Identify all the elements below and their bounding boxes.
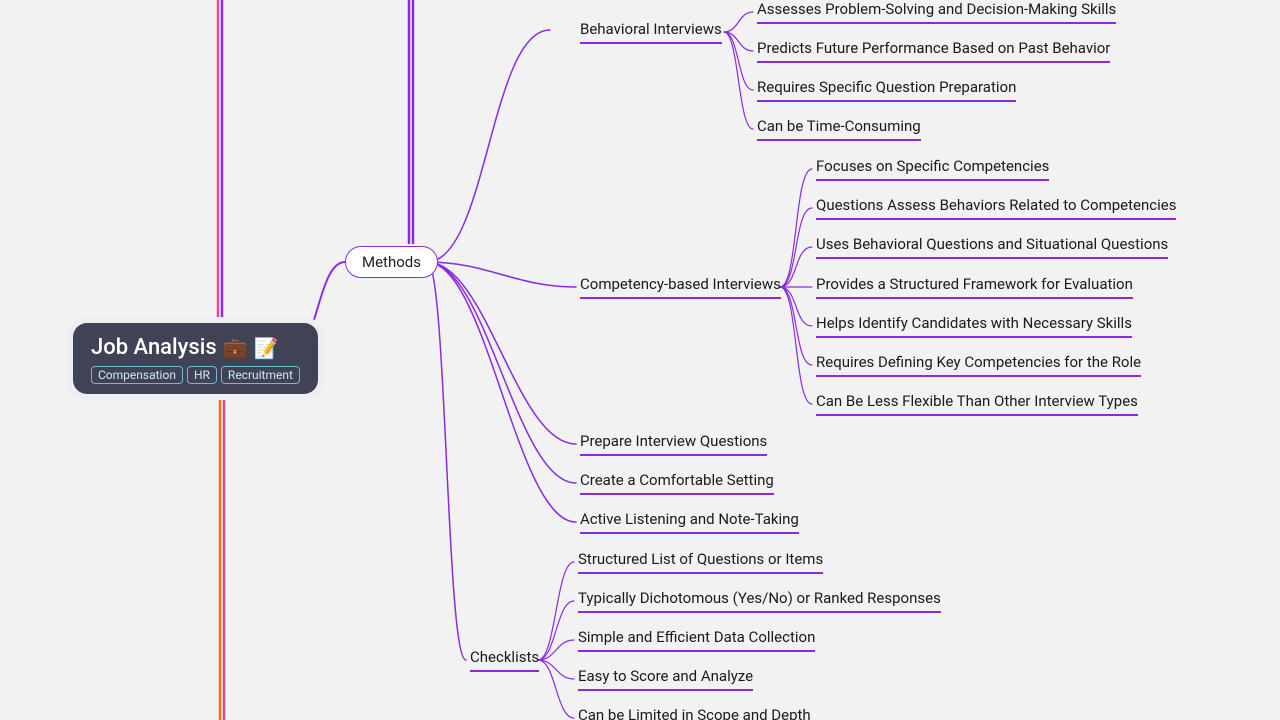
competency-interviews-node[interactable]: Competency-based Interviews [580, 275, 781, 299]
checklists-item[interactable]: Easy to Score and Analyze [578, 667, 753, 691]
competency-item[interactable]: Questions Assess Behaviors Related to Co… [816, 196, 1176, 220]
competency-item[interactable]: Focuses on Specific Competencies [816, 157, 1049, 181]
checklists-node[interactable]: Checklists [470, 648, 539, 672]
briefcase-icon: 💼 [223, 336, 248, 360]
competency-item[interactable]: Helps Identify Candidates with Necessary… [816, 314, 1132, 338]
competency-item[interactable]: Uses Behavioral Questions and Situationa… [816, 235, 1168, 259]
competency-item[interactable]: Can Be Less Flexible Than Other Intervie… [816, 392, 1138, 416]
competency-label: Competency-based Interviews [580, 275, 781, 293]
mindmap-canvas[interactable]: Job Analysis 💼 📝 CompensationHRRecruitme… [0, 0, 1280, 720]
root-tag[interactable]: Compensation [91, 366, 183, 384]
behavioral-item[interactable]: Requires Specific Question Preparation [757, 78, 1016, 102]
checklists-item[interactable]: Typically Dichotomous (Yes/No) or Ranked… [578, 589, 941, 613]
methods-label: Methods [362, 253, 421, 271]
root-title: Job Analysis 💼 📝 [91, 335, 300, 360]
behavioral-item[interactable]: Can be Time-Consuming [757, 117, 921, 141]
competency-item[interactable]: Provides a Structured Framework for Eval… [816, 275, 1133, 299]
root-tag-row: CompensationHRRecruitment [91, 366, 300, 384]
root-title-text: Job Analysis [91, 335, 217, 360]
checklists-item[interactable]: Simple and Efficient Data Collection [578, 628, 815, 652]
methods-direct-item[interactable]: Create a Comfortable Setting [580, 471, 774, 495]
methods-node[interactable]: Methods [345, 246, 438, 278]
checklists-item[interactable]: Can be Limited in Scope and Depth [578, 706, 811, 720]
checklists-label: Checklists [470, 648, 539, 666]
root-node[interactable]: Job Analysis 💼 📝 CompensationHRRecruitme… [73, 323, 318, 394]
checklists-item[interactable]: Structured List of Questions or Items [578, 550, 823, 574]
competency-item[interactable]: Requires Defining Key Competencies for t… [816, 353, 1141, 377]
behavioral-interviews-node[interactable]: Behavioral Interviews [580, 20, 722, 44]
root-tag[interactable]: Recruitment [221, 366, 300, 384]
behavioral-item[interactable]: Assesses Problem-Solving and Decision-Ma… [757, 0, 1116, 24]
root-tag[interactable]: HR [187, 366, 217, 384]
behavioral-label: Behavioral Interviews [580, 20, 722, 38]
methods-direct-item[interactable]: Prepare Interview Questions [580, 432, 767, 456]
behavioral-item[interactable]: Predicts Future Performance Based on Pas… [757, 39, 1110, 63]
methods-direct-item[interactable]: Active Listening and Note-Taking [580, 510, 799, 534]
memo-icon: 📝 [254, 336, 279, 360]
